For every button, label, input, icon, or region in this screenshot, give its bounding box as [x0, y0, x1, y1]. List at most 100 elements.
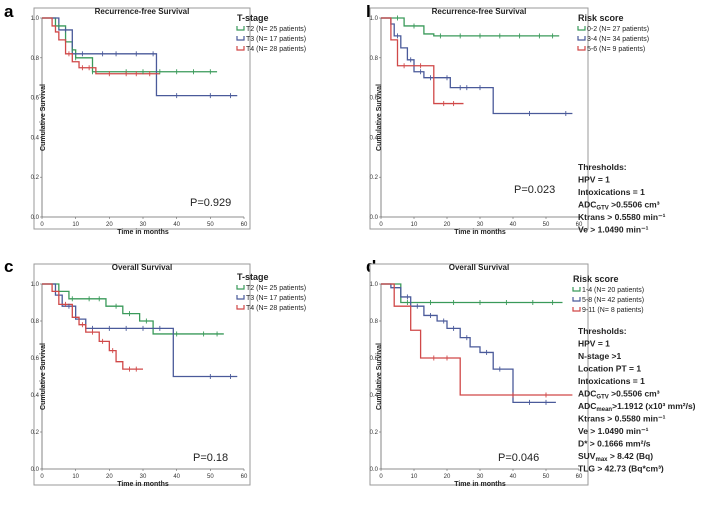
legend-swatch-0-2: [577, 26, 586, 31]
threshold-item: TLG > 42.73 (Bq*cm³): [578, 464, 664, 474]
y-tick-label: 0.8: [31, 56, 40, 62]
y-tick-label: 0.4: [370, 135, 379, 141]
y-tick-label: 0.8: [370, 319, 379, 325]
legend-item: 3-4 (N= 34 patients): [587, 36, 649, 43]
y-tick-label: 0.8: [31, 319, 40, 325]
chart-title: Recurrence-free Survival: [432, 7, 527, 16]
threshold-item: Intoxications = 1: [578, 187, 645, 197]
legend-swatch-5-6: [577, 46, 586, 51]
x-axis-label: Time in months: [454, 481, 506, 488]
x-tick-label: 30: [140, 222, 147, 228]
legend-swatch-T3: [236, 295, 245, 300]
panel-d: dOverall Survival0.00.20.40.60.81.001020…: [366, 257, 696, 488]
series-line-9-11: [381, 283, 573, 396]
y-tick-label: 0.4: [31, 393, 40, 399]
threshold-item: Location PT = 1: [578, 364, 641, 374]
threshold-item: Ve > 1.0490 min⁻¹: [578, 426, 649, 436]
legend-title: Risk score: [578, 13, 624, 23]
threshold-item: N-stage >1: [578, 351, 621, 361]
legend-item: T4 (N= 28 patients): [246, 305, 306, 312]
x-tick-label: 40: [173, 222, 180, 228]
y-tick-label: 0.2: [370, 430, 379, 436]
threshold-item: ADCGTV >0.5506 cm³: [578, 200, 660, 212]
threshold-item: SUVmax > 8.42 (Bq): [578, 451, 653, 463]
x-tick-label: 20: [444, 474, 451, 480]
thresholds-title: Thresholds:: [578, 162, 627, 172]
x-axis-label: Time in months: [454, 229, 506, 236]
y-tick-label: 0.2: [31, 430, 40, 436]
legend-item: 1-4 (N= 20 patients): [582, 287, 644, 294]
x-tick-label: 50: [543, 222, 550, 228]
panel-a: a Recurrence-free Survival 0.0 0.2 0.4 0.6 0.8…: [4, 2, 306, 236]
threshold-item: Ktrans > 0.5580 min⁻¹: [578, 212, 666, 222]
threshold-item: Ktrans > 0.5580 min⁻¹: [578, 414, 666, 424]
legend-item: T2 (N= 25 patients): [246, 285, 306, 292]
y-tick-label: 0.0: [370, 215, 379, 221]
y-axis-label: Cumulative Survival: [40, 343, 47, 410]
thresholds-title: Thresholds:: [578, 326, 627, 336]
legend-swatch-T4: [236, 305, 245, 310]
x-tick-label: 40: [510, 474, 517, 480]
y-tick-label: 0.2: [31, 175, 40, 181]
x-tick-label: 40: [173, 474, 180, 480]
x-tick-label: 10: [411, 222, 418, 228]
chart-title: Recurrence-free Survival: [95, 7, 190, 16]
legend-swatch-T2: [236, 26, 245, 31]
legend-title: T-stage: [237, 272, 269, 282]
x-tick-label: 20: [106, 474, 113, 480]
series-line-T2: [42, 283, 224, 335]
panel-letter: c: [4, 257, 13, 276]
y-tick-label: 0.4: [31, 135, 40, 141]
panel-b: bRecurrence-free Survival0.00.20.40.60.8…: [366, 2, 666, 236]
x-axis-label: Time in months: [117, 481, 169, 488]
x-tick-label: 20: [444, 222, 451, 228]
y-tick-label: 0.0: [31, 215, 40, 221]
x-tick-label: 0: [40, 222, 44, 228]
chart-frame: [369, 7, 589, 230]
legend-item: T4 (N= 28 patients): [246, 46, 306, 53]
threshold-item: ADCGTV >0.5506 cm³: [578, 389, 660, 401]
y-axis-label: Cumulative Survival: [376, 84, 383, 151]
x-tick-label: 0: [379, 474, 383, 480]
y-tick-label: 0.6: [31, 356, 40, 362]
y-tick-label: 0.0: [31, 467, 40, 473]
legend-swatch-3-4: [577, 36, 586, 41]
series-line-T4: [42, 283, 143, 370]
chart-frame: [33, 263, 251, 486]
x-tick-label: 30: [477, 222, 484, 228]
chart-title: Overall Survival: [449, 263, 509, 272]
legend-item: T3 (N= 17 patients): [246, 36, 306, 43]
legend-swatch-T4: [236, 46, 245, 51]
x-axis-label: Time in months: [117, 229, 169, 236]
threshold-item: Ve > 1.0490 min⁻¹: [578, 225, 649, 235]
x-tick-label: 50: [543, 474, 550, 480]
y-axis-label: Cumulative Survival: [376, 343, 383, 410]
x-tick-label: 30: [477, 474, 484, 480]
threshold-item: D* > 0.1666 mm²/s: [578, 439, 651, 449]
legend-title: T-stage: [237, 13, 269, 23]
y-tick-label: 1.0: [370, 16, 379, 22]
legend-swatch-T3: [236, 36, 245, 41]
legend-swatch-T2: [236, 285, 245, 290]
chart-frame: [33, 7, 251, 230]
x-tick-label: 0: [379, 222, 383, 228]
legend-item: T3 (N= 17 patients): [246, 295, 306, 302]
p-value: P=0.18: [193, 452, 228, 464]
legend-swatch-5-8: [572, 297, 581, 302]
series-line-5-6: [381, 17, 464, 105]
x-tick-label: 30: [140, 474, 147, 480]
legend-item: T2 (N= 25 patients): [246, 26, 306, 33]
series-line-5-8: [381, 283, 556, 404]
threshold-item: HPV = 1: [578, 339, 610, 349]
p-value: P=0.929: [190, 197, 231, 209]
panel-letter: a: [4, 2, 14, 21]
legend-item: 5-8 (N= 42 patients): [582, 297, 644, 304]
y-tick-label: 0.6: [370, 356, 379, 362]
y-tick-label: 0.6: [31, 96, 40, 102]
legend-item: 5-6 (N= 9 patients): [587, 46, 645, 53]
y-tick-label: 0.6: [370, 96, 379, 102]
x-tick-label: 50: [207, 222, 214, 228]
p-value: P=0.023: [514, 184, 555, 196]
threshold-item: HPV = 1: [578, 175, 610, 185]
